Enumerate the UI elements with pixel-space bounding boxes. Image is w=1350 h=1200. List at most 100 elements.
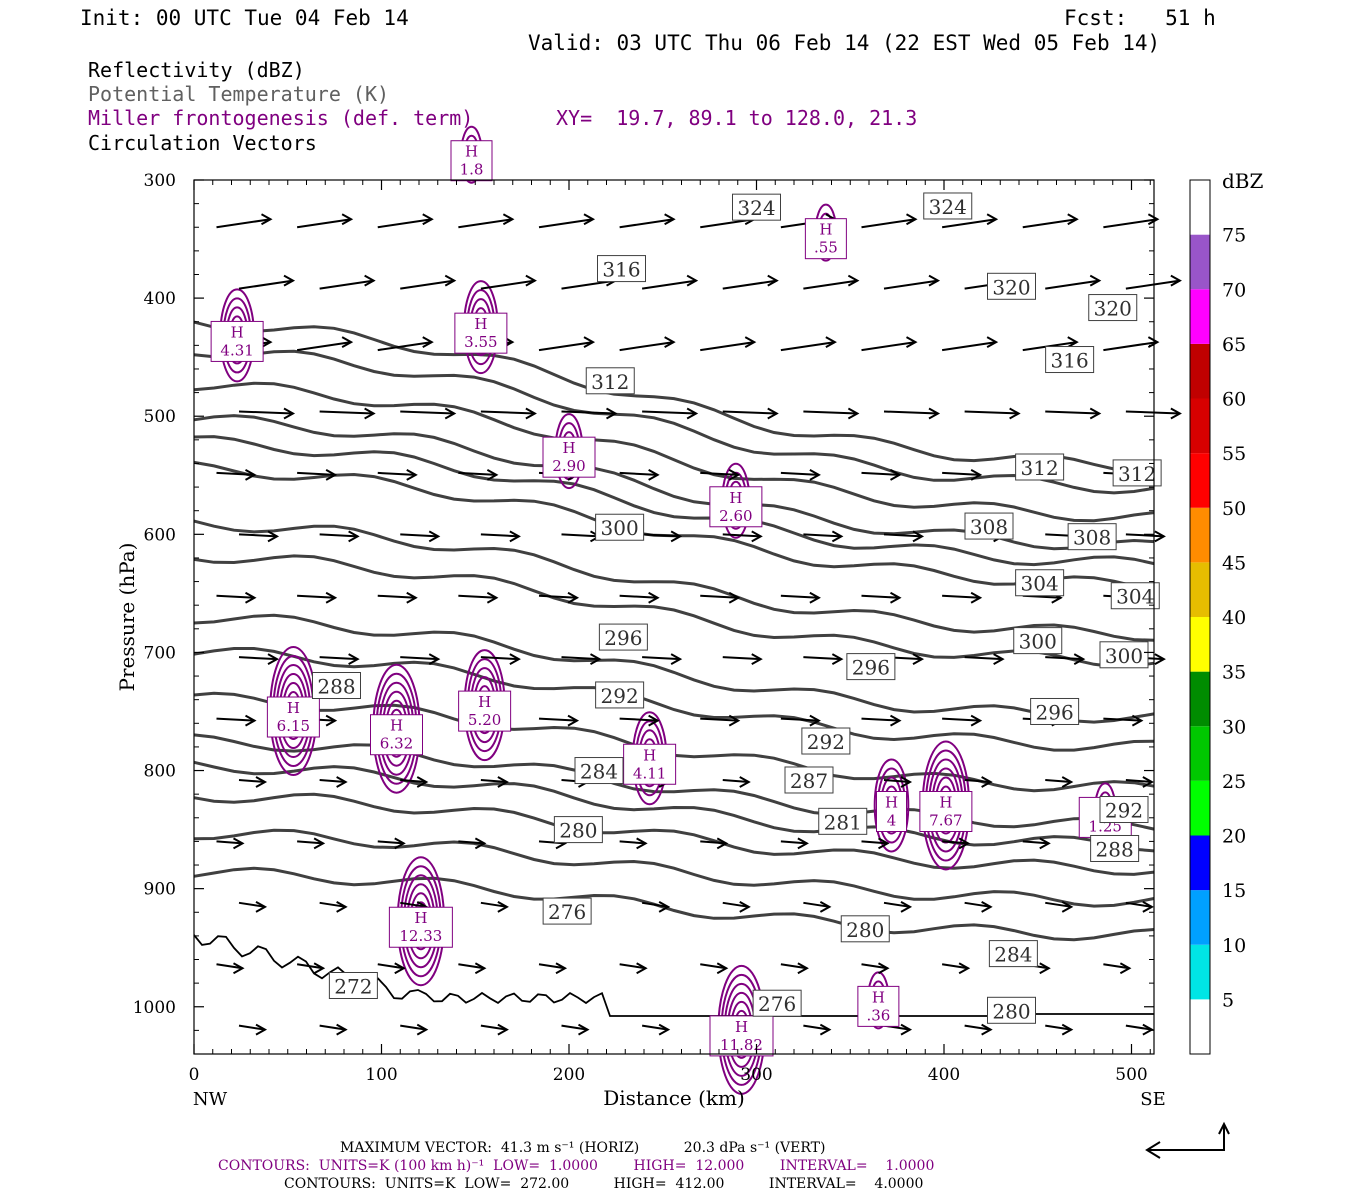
colorbar-segment: [1190, 562, 1210, 617]
x-tick-label: 200: [553, 1065, 585, 1085]
vector-arrowhead: [670, 653, 683, 666]
theta-label-box: [1090, 834, 1140, 862]
vector-arrowhead: [847, 407, 860, 420]
vector-arrowhead: [1067, 336, 1079, 348]
vector-arrowhead: [1170, 274, 1182, 287]
theta-label-box: [818, 807, 868, 835]
colorbar-tick-label: 70: [1222, 279, 1246, 301]
frontogenesis-max-marker: H: [390, 717, 403, 735]
circulation-vector: [803, 656, 842, 661]
circulation-vector: [480, 656, 519, 661]
circulation-vector: [942, 717, 981, 722]
circulation-vector: [941, 963, 969, 970]
theta-contour-label: 280: [846, 918, 884, 942]
vector-arrowhead: [325, 591, 338, 604]
theta-contour: [193, 349, 1155, 495]
theta-contour: [193, 519, 1155, 642]
circulation-vector: [296, 341, 352, 352]
theta-contour-label: 300: [1019, 630, 1057, 654]
vector-arrowhead: [900, 900, 913, 913]
vector-arrowhead: [958, 837, 971, 850]
theta-label-box: [574, 757, 624, 785]
frontogenesis-contour: [873, 758, 910, 853]
theta-contour-label: 304: [1116, 585, 1154, 609]
colorbar-segment: [1190, 507, 1210, 563]
frontogenesis-max-value: 4.31: [220, 341, 253, 359]
circulation-vector: [642, 656, 681, 661]
vector-arrowhead: [958, 962, 971, 975]
vector-arrowhead: [648, 591, 660, 604]
vector-arrowhead: [394, 837, 406, 850]
circulation-vector: [803, 533, 842, 538]
circulation-vector: [1045, 901, 1072, 908]
theta-contour-label: 324: [737, 196, 775, 220]
vector-arrowhead: [283, 407, 296, 420]
circulation-vector: [883, 778, 911, 783]
circulation-vector: [238, 1024, 266, 1031]
vector-arrowhead: [525, 274, 537, 287]
circulation-vector: [377, 594, 416, 599]
circulation-vector: [780, 341, 836, 352]
vector-arrowhead: [648, 469, 660, 481]
vector-arrowhead: [970, 591, 983, 604]
theta-contour-label: 272: [334, 974, 372, 998]
vector-arrowhead: [664, 213, 676, 226]
vector-arrowhead: [509, 530, 521, 543]
circulation-vector: [1103, 717, 1142, 722]
circulation-vector: [319, 279, 374, 290]
circulation-vector: [883, 279, 939, 290]
vector-arrowhead: [428, 530, 441, 543]
circulation-vector: [1045, 1024, 1072, 1031]
theta-label-box: [988, 940, 1038, 968]
theta-contour-label: 304: [1021, 572, 1059, 596]
frontogenesis-max-value: 1.8: [460, 161, 484, 179]
vector-arrowhead: [890, 469, 902, 481]
circulation-vector: [319, 1024, 346, 1031]
vector-arrowhead: [474, 837, 487, 850]
colorbar-tick-label: 20: [1222, 826, 1246, 848]
vector-arrowhead: [981, 900, 993, 913]
circulation-vector: [1125, 778, 1152, 783]
vector-arrowhead: [809, 469, 821, 481]
colorbar-tick-label: 40: [1222, 607, 1246, 629]
circulation-vector: [780, 594, 819, 599]
vector-arrowhead: [422, 336, 434, 348]
circulation-vector: [700, 471, 739, 476]
vector-arrowhead: [336, 1023, 348, 1036]
frontogenesis-contour-note: CONTOURS: UNITS=K (100 km h)⁻¹ LOW= 1.00…: [218, 1158, 935, 1174]
vector-arrowhead: [825, 336, 837, 348]
circulation-vector: [480, 410, 535, 415]
circulation-vector: [942, 840, 969, 845]
circulation-vector: [238, 533, 278, 538]
vector-arrowhead: [890, 591, 902, 604]
vector-arrowhead: [767, 274, 779, 287]
vector-arrowhead: [606, 407, 618, 420]
vector-arrowhead: [728, 591, 741, 604]
circulation-vector: [216, 840, 243, 845]
circulation-vector: [803, 1024, 830, 1031]
vector-arrowhead: [809, 714, 821, 727]
theta-label-box: [1045, 346, 1095, 374]
circulation-vector: [216, 594, 255, 599]
y-tick-label: 1000: [133, 998, 176, 1018]
colorbar-segment: [1190, 289, 1210, 344]
colorbar-tick-label: 30: [1222, 716, 1246, 738]
circulation-vector: [861, 341, 916, 352]
theta-label-box: [1015, 453, 1065, 481]
circulation-vector: [238, 410, 294, 415]
theta-contour: [193, 866, 1155, 942]
vector-arrowhead: [1147, 213, 1160, 226]
vector-arrowhead: [1154, 530, 1166, 543]
frontogenesis-max-box: [857, 985, 900, 1027]
colorbar-segment: [1190, 343, 1210, 399]
theta-label-box: [1067, 523, 1117, 551]
circulation-vector: [722, 279, 777, 290]
vector-arrowhead: [819, 1023, 832, 1036]
circulation-vector: [561, 410, 616, 415]
circulation-vector: [1045, 279, 1100, 290]
theta-contour-label: 292: [807, 730, 845, 754]
frontogenesis-max-value: 7.67: [929, 812, 962, 830]
vector-arrowhead: [890, 714, 902, 727]
vector-arrowhead: [394, 962, 406, 975]
vector-arrowhead: [341, 336, 354, 348]
